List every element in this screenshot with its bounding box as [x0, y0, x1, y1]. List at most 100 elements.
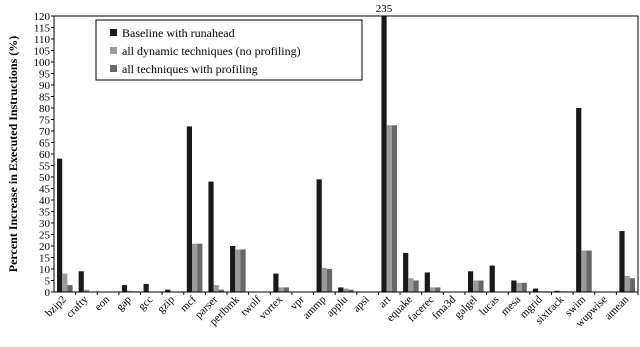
bar	[408, 278, 414, 292]
legend-text: Baseline with runahead	[122, 26, 235, 40]
x-tick-label: lucas	[477, 294, 501, 318]
bar	[230, 246, 236, 292]
y-tick-label: 95	[39, 69, 51, 81]
bar	[83, 289, 90, 292]
bar	[473, 280, 479, 292]
bar	[235, 249, 241, 292]
x-tick-label: amean	[603, 293, 632, 322]
bar	[478, 280, 484, 292]
y-tick-label: 45	[39, 184, 51, 196]
y-tick-label: 30	[39, 218, 51, 230]
bar	[218, 289, 225, 292]
bar	[413, 280, 419, 292]
bar	[67, 285, 73, 292]
x-tick-label: apsi	[351, 294, 372, 315]
bar	[278, 287, 284, 292]
bar	[78, 271, 84, 292]
y-tick-label: 10	[39, 264, 51, 276]
bar	[143, 283, 149, 292]
x-tick-label: crafty	[64, 293, 91, 320]
bar	[240, 249, 246, 292]
y-tick-label: 60	[39, 149, 51, 161]
data-label: 235	[376, 3, 393, 15]
y-tick-label: 40	[39, 195, 51, 207]
bar	[316, 179, 322, 292]
bar	[62, 273, 68, 292]
bar	[186, 126, 192, 292]
bar	[213, 285, 219, 292]
plot-frame	[53, 15, 639, 293]
bar	[629, 278, 635, 292]
bars	[57, 16, 635, 292]
bar	[619, 231, 625, 292]
bar	[348, 289, 354, 292]
y-tick-label: 75	[39, 115, 51, 127]
y-tick-label: 5	[45, 276, 51, 288]
bar	[489, 265, 495, 292]
y-tick-label: 15	[39, 253, 51, 265]
y-tick-label: 0	[45, 287, 51, 299]
x-tick-label: eon	[92, 293, 112, 313]
bar	[391, 125, 398, 292]
legend-text: all dynamic techniques (no profiling)	[122, 44, 301, 58]
bar	[326, 269, 333, 292]
bar	[338, 287, 344, 292]
bar	[511, 280, 517, 292]
x-tick-label: vortex	[257, 293, 286, 322]
bar	[403, 252, 409, 292]
x-tick-label: gcc	[136, 294, 155, 313]
bar	[191, 243, 198, 292]
bar	[429, 287, 436, 292]
y-tick-label: 55	[39, 161, 51, 173]
bar	[586, 250, 592, 292]
x-tick-label: art	[377, 294, 394, 311]
x-tick-label: ammp	[301, 293, 329, 321]
y-tick-label: 115	[34, 23, 51, 35]
bar	[424, 272, 430, 292]
legend-swatch	[110, 65, 117, 72]
x-tick-label: applu	[324, 293, 350, 319]
bar	[343, 288, 349, 292]
y-tick-label: 70	[39, 126, 51, 138]
bar	[208, 181, 214, 292]
bar	[521, 282, 527, 292]
bar	[467, 271, 474, 292]
bar	[197, 243, 203, 292]
y-tick-label: 20	[39, 241, 51, 253]
y-tick-label: 100	[34, 57, 51, 69]
legend-text: all techniques with profiling	[122, 62, 258, 76]
bar	[554, 290, 560, 292]
y-tick-label: 110	[34, 34, 51, 46]
legend-swatch	[110, 47, 117, 54]
y-tick-label: 50	[39, 172, 51, 184]
bar	[435, 287, 441, 292]
bar	[576, 108, 582, 292]
x-tick-label: gzip	[155, 293, 177, 315]
bar	[127, 290, 133, 292]
bar	[283, 287, 289, 292]
y-tick-label: 90	[39, 80, 51, 92]
y-tick-label: 120	[34, 11, 51, 23]
bar	[532, 288, 539, 292]
bar	[57, 158, 63, 292]
bar	[321, 267, 327, 292]
y-axis-title: Percent Increase in Executed Instruction…	[6, 36, 20, 273]
bar	[516, 282, 522, 292]
bar	[165, 289, 171, 292]
y-tick-label: 25	[39, 230, 51, 242]
bar	[381, 16, 387, 292]
y-tick-label: 80	[39, 103, 51, 115]
bar	[121, 285, 128, 292]
y-tick-label: 85	[39, 92, 51, 104]
y-tick-label: 105	[34, 46, 51, 58]
legend-swatch	[110, 29, 117, 36]
bar	[624, 275, 630, 292]
x-tick-label: gap	[114, 293, 134, 313]
bar	[581, 250, 587, 292]
y-tick-label: 35	[39, 207, 51, 219]
bar	[273, 273, 279, 292]
bar	[386, 125, 392, 292]
legend-box	[95, 19, 363, 81]
